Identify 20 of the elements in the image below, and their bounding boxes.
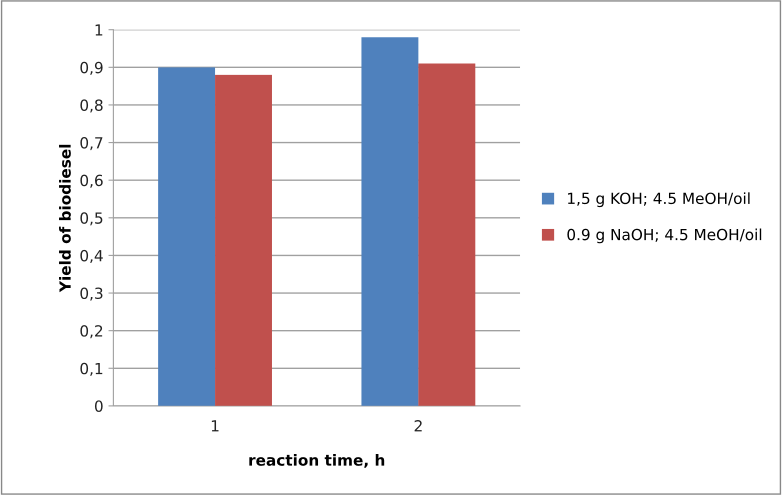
- y-tick-label: 0: [94, 400, 103, 412]
- x-tick-label: 2: [414, 420, 422, 432]
- y-tick-label: 0,9: [80, 62, 103, 75]
- y-tick-label: 0,2: [80, 325, 102, 338]
- bar: [215, 74, 272, 406]
- y-tick-label: 0,7: [80, 137, 102, 150]
- y-tick-label: 0,3: [80, 288, 102, 301]
- legend-label: 1,5 g KOH; 4.5 MeOH/oil: [568, 192, 750, 208]
- y-tick-label: 0,1: [80, 362, 102, 376]
- y-tick-label: 0,5: [80, 212, 102, 226]
- bar: [158, 67, 216, 406]
- y-axis-title: Yield of biodiesel: [59, 144, 71, 292]
- bar: [418, 64, 476, 406]
- y-tick-label: 0,6: [80, 174, 103, 188]
- bar: [361, 37, 418, 406]
- y-tick-label: 0,8: [80, 99, 103, 113]
- y-tick-label: 0,4: [80, 250, 103, 263]
- y-tick-label: 1: [96, 24, 102, 36]
- x-axis-title: reaction time, h: [249, 454, 384, 468]
- legend-label: 0.9 g NaOH; 4.5 MeOH/oil: [567, 228, 762, 244]
